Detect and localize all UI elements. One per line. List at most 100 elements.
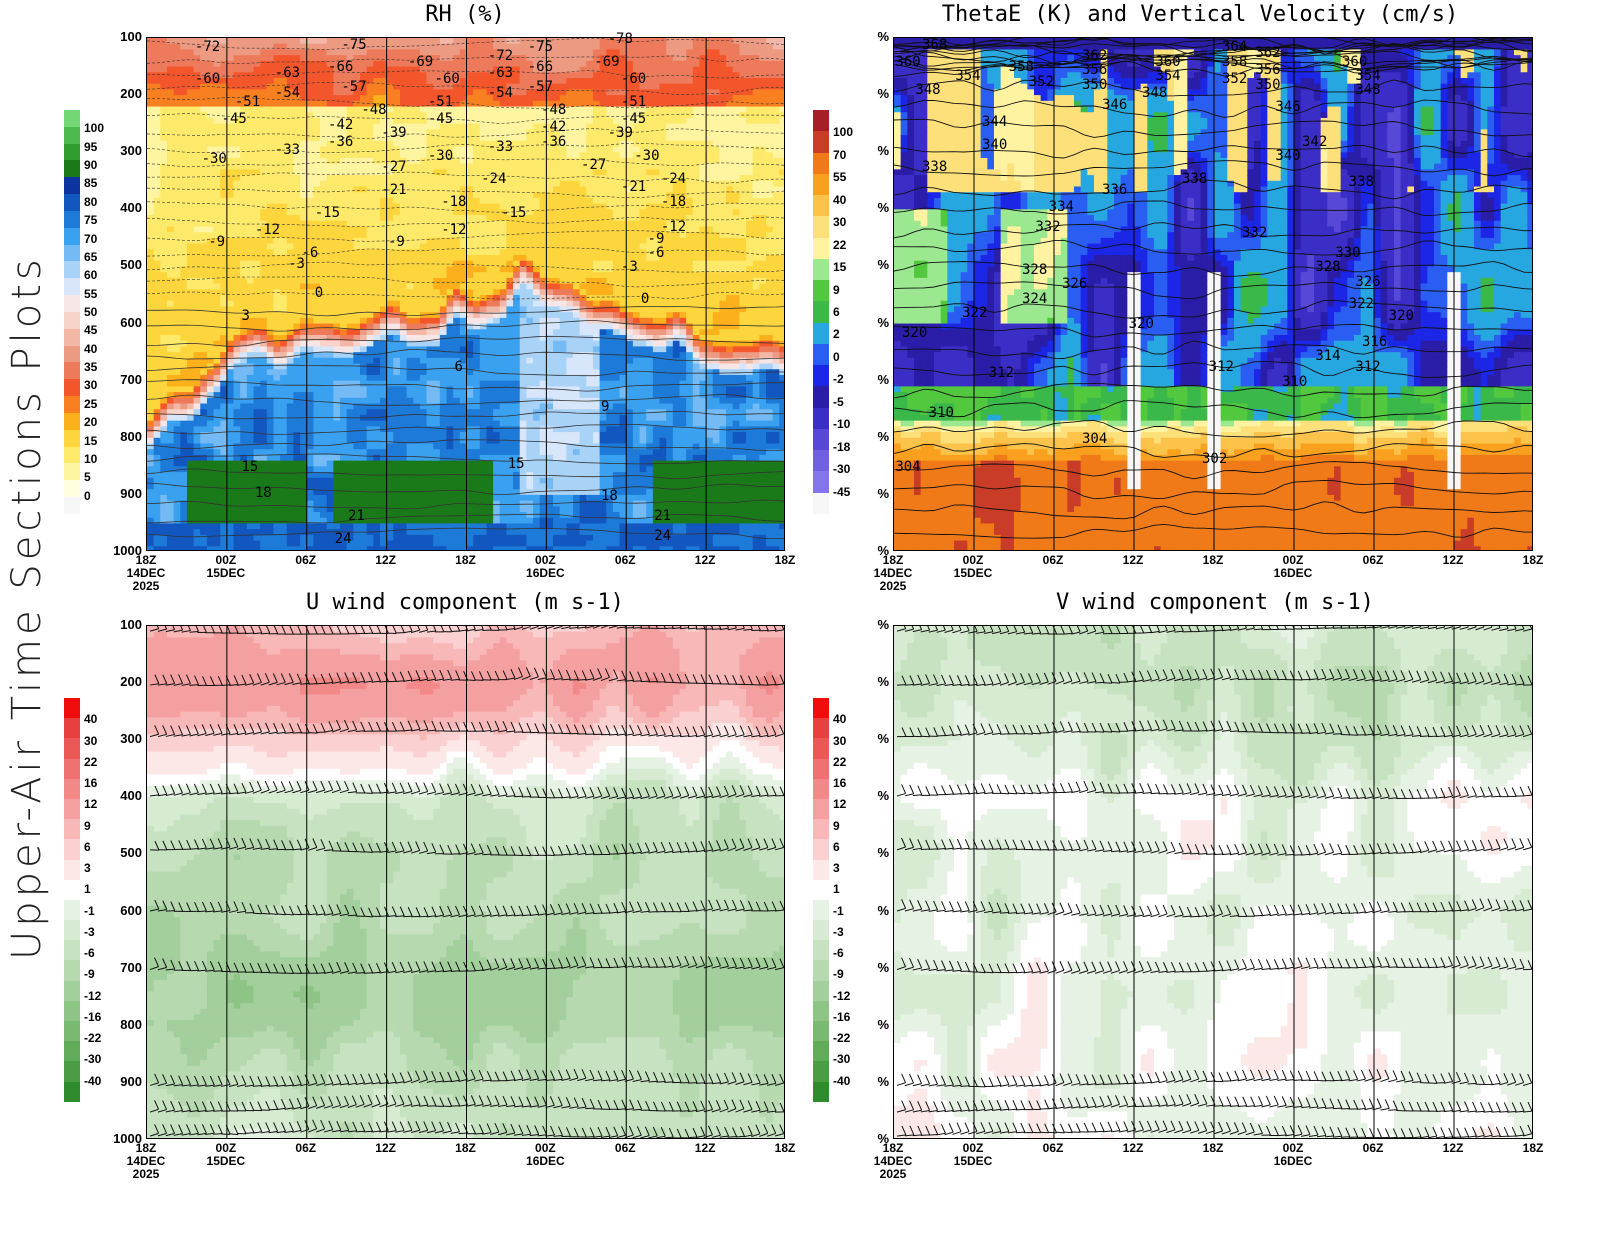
rh-field-cell [459, 60, 468, 68]
rh-field-cell [186, 289, 195, 296]
rh-field-cell [200, 426, 208, 433]
rh-field-cell [233, 152, 241, 159]
rh-field-cell [346, 512, 354, 519]
rh-field-cell [459, 363, 468, 370]
rh-field-cell [233, 112, 241, 119]
rh-field-cell [160, 546, 168, 550]
rh-field-cell [393, 272, 401, 279]
rh-field-cell [433, 317, 441, 325]
rh-field-cell [373, 112, 381, 119]
rh-field-cell [313, 363, 321, 370]
rh-field-cell [173, 380, 181, 387]
rh-field-cell [399, 306, 408, 313]
rh-field-cell [273, 529, 281, 536]
rh-field-cell [386, 540, 394, 547]
rh-field-cell [240, 449, 248, 456]
rh-field-cell [147, 512, 155, 519]
rh-field-cell [173, 129, 181, 136]
rh-field-cell [246, 312, 255, 319]
rh-field-cell [340, 169, 348, 176]
rh-field-cell [346, 477, 354, 485]
rh-field-cell [459, 317, 468, 325]
rh-field-cell [233, 340, 241, 347]
rh-field-cell [340, 237, 348, 245]
rh-field-cell [293, 215, 301, 222]
rh-field-cell [379, 169, 388, 176]
rh-field-cell [473, 203, 481, 210]
rh-field-cell [499, 363, 508, 370]
rh-field-cell [379, 220, 388, 228]
rh-field-cell [506, 466, 514, 473]
rh-field-cell [233, 49, 241, 56]
rh-field-cell [166, 323, 175, 330]
rh-field-cell [413, 506, 421, 513]
rh-field-cell [280, 163, 288, 170]
rh-field-cell [459, 180, 468, 188]
rh-field-cell [393, 266, 401, 273]
rh-field-cell [220, 283, 228, 290]
rh-field-cell [220, 289, 228, 296]
rh-field-cell [499, 272, 508, 279]
rh-field-cell [273, 266, 281, 273]
rh-field-cell [486, 277, 494, 285]
rh-field-cell [200, 512, 208, 519]
rh-field-cell [293, 494, 301, 502]
rh-field-cell [459, 420, 468, 427]
rh-field-cell [419, 466, 428, 473]
rh-field-cell [233, 55, 241, 62]
rh-field-cell [333, 357, 341, 365]
rh-field-cell [419, 329, 428, 336]
rh-field-cell [166, 483, 175, 490]
rh-field-cell [160, 38, 168, 45]
rh-field-cell [326, 334, 334, 342]
rh-field-cell [246, 363, 255, 370]
rh-field-cell [513, 89, 521, 96]
rh-field-cell [353, 255, 361, 262]
rh-field-cell [220, 277, 228, 285]
rh-field-cell [406, 512, 414, 519]
rh-field-cell [326, 483, 334, 490]
rh-field-cell [379, 146, 388, 153]
rh-field-cell [286, 152, 295, 159]
rh-field-cell [326, 426, 334, 433]
rh-field-cell [173, 55, 181, 62]
rh-field-cell [346, 129, 354, 136]
rh-field-cell [413, 60, 421, 68]
rh-field-cell [260, 175, 268, 182]
rh-field-cell [466, 175, 474, 182]
rh-field-cell [433, 506, 441, 513]
rh-field-cell [399, 409, 408, 416]
rh-field-cell [200, 392, 208, 399]
rh-field-cell [306, 312, 315, 319]
rh-field-cell [419, 77, 428, 85]
rh-field-cell [246, 466, 255, 473]
rh-field-cell [266, 180, 275, 188]
rh-field-cell [439, 437, 448, 445]
rh-field-cell [340, 300, 348, 308]
rh-field-cell [266, 323, 275, 330]
rh-field-cell [240, 357, 248, 365]
rh-field-cell [406, 169, 414, 176]
rh-field-cell [479, 403, 488, 410]
rh-field-cell [286, 38, 295, 45]
rh-field-cell [200, 369, 208, 376]
rh-field-cell [306, 540, 315, 547]
rh-field-cell [406, 414, 414, 422]
rh-field-cell [266, 209, 275, 216]
rh-field-cell [506, 157, 514, 165]
rh-field-cell [453, 175, 461, 182]
rh-field-cell [353, 426, 361, 433]
rh-field-cell [506, 83, 514, 90]
rh-field-cell [226, 209, 235, 216]
rh-field-cell [493, 426, 501, 433]
rh-field-cell [286, 89, 295, 96]
rh-field-cell [419, 529, 428, 536]
rh-field-cell [453, 506, 461, 513]
rh-field-cell [173, 197, 181, 205]
rh-field-cell [226, 186, 235, 193]
rh-field-cell [300, 506, 308, 513]
rh-field-cell [320, 403, 328, 410]
rh-field-cell [386, 129, 394, 136]
rh-field-cell [353, 386, 361, 393]
rh-field-cell [166, 249, 175, 256]
